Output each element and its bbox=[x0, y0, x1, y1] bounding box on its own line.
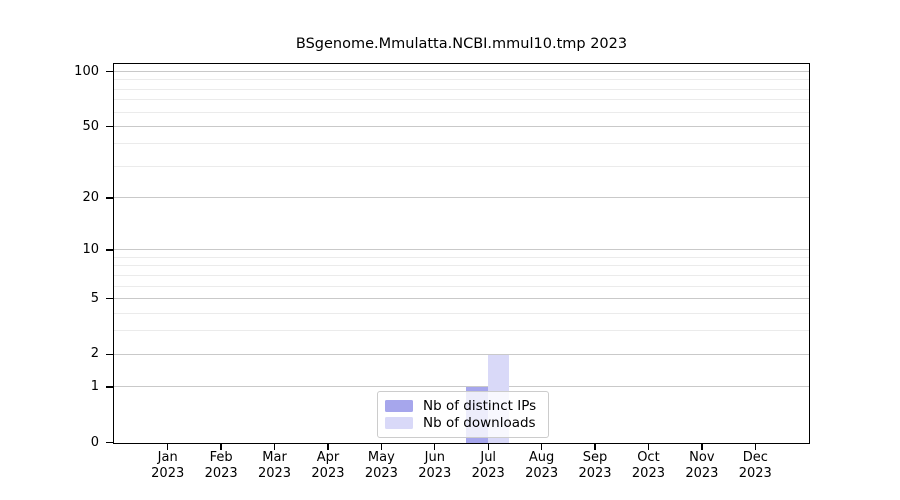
x-tick-label: Feb 2023 bbox=[204, 450, 238, 481]
x-tick-label: May 2023 bbox=[364, 450, 398, 481]
gridline-minor bbox=[114, 274, 809, 276]
x-tick-mark bbox=[594, 442, 596, 450]
gridline-major bbox=[114, 353, 809, 355]
gridline-major bbox=[114, 249, 809, 251]
legend-swatch-downloads-icon bbox=[385, 417, 413, 430]
x-tick-label: Mar 2023 bbox=[257, 450, 292, 481]
y-tick-label: 100 bbox=[74, 63, 99, 79]
gridline-minor bbox=[114, 88, 809, 90]
x-tick-mark bbox=[220, 442, 222, 450]
y-tick-mark bbox=[105, 249, 113, 251]
gridline-minor bbox=[114, 165, 809, 167]
gridline-minor bbox=[114, 79, 809, 81]
y-tick-label: 50 bbox=[82, 118, 99, 134]
x-tick-mark bbox=[540, 442, 543, 450]
x-tick-mark bbox=[167, 442, 169, 450]
x-tick-mark bbox=[327, 442, 329, 450]
x-tick-label: Oct 2023 bbox=[631, 450, 665, 481]
x-tick-mark bbox=[487, 442, 489, 450]
gridline-minor bbox=[114, 265, 809, 267]
gridline-minor bbox=[114, 285, 809, 287]
gridline-minor bbox=[114, 111, 809, 113]
gridline-minor bbox=[114, 312, 809, 314]
gridline-major bbox=[114, 125, 809, 127]
legend-item-distinct-ips: Nb of distinct IPs bbox=[385, 397, 541, 415]
x-tick-mark bbox=[701, 442, 703, 450]
x-tick-mark bbox=[380, 442, 383, 450]
y-tick-mark bbox=[105, 353, 113, 356]
legend-label-distinct-ips: Nb of distinct IPs bbox=[423, 397, 537, 414]
plot-area bbox=[113, 63, 810, 444]
gridline-minor bbox=[114, 143, 809, 145]
gridline-major bbox=[114, 386, 809, 388]
x-tick-label: Jan 2023 bbox=[151, 450, 185, 481]
x-tick-mark bbox=[754, 442, 756, 450]
y-tick-label: 5 bbox=[90, 290, 99, 306]
x-tick-mark bbox=[273, 442, 276, 450]
gridline-minor bbox=[114, 330, 809, 332]
y-tick-mark bbox=[105, 442, 113, 444]
x-tick-label: Dec 2023 bbox=[738, 450, 772, 481]
y-tick-label: 2 bbox=[90, 346, 99, 362]
legend-item-downloads: Nb of downloads bbox=[385, 415, 541, 433]
gridline-major bbox=[114, 71, 809, 72]
x-tick-label: Jun 2023 bbox=[418, 450, 452, 481]
y-tick-mark bbox=[105, 298, 113, 300]
gridline-minor bbox=[114, 99, 809, 101]
x-tick-label: Jul 2023 bbox=[471, 450, 505, 481]
gridline-major bbox=[114, 197, 809, 199]
gridline-major bbox=[114, 297, 809, 299]
legend: Nb of distinct IPs Nb of downloads bbox=[377, 391, 549, 438]
y-tick-mark bbox=[105, 126, 113, 128]
y-tick-mark bbox=[105, 197, 113, 199]
gridline-minor bbox=[114, 256, 809, 258]
y-tick-label: 1 bbox=[90, 378, 99, 394]
x-tick-label: Nov 2023 bbox=[685, 450, 719, 481]
x-tick-label: Aug 2023 bbox=[525, 450, 559, 481]
x-tick-label: Sep 2023 bbox=[578, 450, 612, 481]
y-tick-label: 20 bbox=[82, 190, 99, 206]
legend-swatch-distinct-ips-icon bbox=[385, 399, 413, 412]
y-tick-label: 0 bbox=[90, 434, 99, 450]
legend-label-downloads: Nb of downloads bbox=[423, 415, 536, 432]
x-tick-label: Apr 2023 bbox=[311, 450, 345, 481]
x-tick-mark bbox=[434, 442, 436, 450]
chart-title: BSgenome.Mmulatta.NCBI.mmul10.tmp 2023 bbox=[295, 36, 628, 52]
x-tick-mark bbox=[647, 442, 650, 450]
y-tick-label: 10 bbox=[82, 241, 99, 257]
y-tick-mark bbox=[105, 386, 113, 388]
y-tick-mark bbox=[105, 71, 113, 73]
